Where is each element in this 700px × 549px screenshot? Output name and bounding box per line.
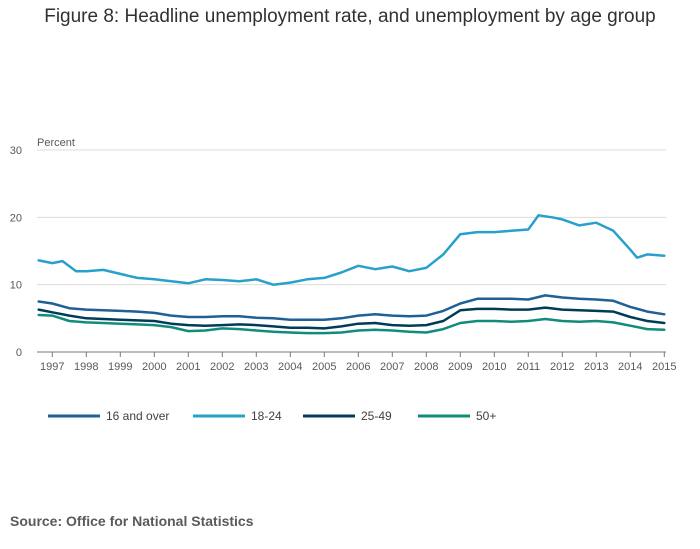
series-line-50-[interactable] [37, 313, 666, 335]
legend-label: 16 and over [106, 409, 169, 423]
x-tick-label: 2012 [550, 361, 574, 373]
x-tick-label: 2009 [448, 361, 472, 373]
x-tick-label: 2007 [380, 361, 404, 373]
legend-item[interactable]: 50+ [418, 409, 496, 423]
x-tick-label: 2014 [618, 361, 642, 373]
series-line-16-and-over[interactable] [37, 294, 666, 321]
x-tick-label: 2003 [244, 361, 268, 373]
legend-item[interactable]: 18-24 [193, 409, 282, 423]
x-tick-label: 1998 [74, 361, 98, 373]
legend: 16 and over 18-24 25-49 50+ [48, 409, 496, 423]
x-tick-label: 2013 [584, 361, 608, 373]
legend-item[interactable]: 16 and over [48, 409, 169, 423]
x-tick-label: 2015 [652, 361, 676, 373]
x-tick-label: 2004 [278, 361, 302, 373]
series-line-18-24[interactable] [37, 214, 666, 286]
legend-label: 25-49 [361, 409, 392, 423]
y-tick-label: 30 [10, 145, 22, 157]
y-tick-label: 0 [16, 347, 22, 359]
grid-lines [37, 149, 666, 286]
legend-label: 50+ [476, 409, 496, 423]
y-tick-label: 10 [10, 280, 22, 292]
axes: 0 10 20 30 Percent 1997 1998 1999 2000 2001 2002 20… [10, 137, 677, 373]
x-tick-label: 2001 [176, 361, 200, 373]
x-tick-label: 1999 [108, 361, 132, 373]
series-lines [37, 214, 666, 335]
x-tick-label: 2006 [346, 361, 370, 373]
source-note: Source: Office for National Statistics [10, 513, 254, 529]
chart-title: Figure 8: Headline unemployment rate, an… [44, 6, 656, 27]
y-axis-label: Percent [37, 137, 75, 149]
x-tick-label: 2008 [414, 361, 438, 373]
legend-label: 18-24 [251, 409, 282, 423]
y-tick-label: 20 [10, 212, 22, 224]
series-line-25-49[interactable] [37, 306, 666, 330]
x-tick-label: 1997 [40, 361, 64, 373]
x-tick-label: 2002 [210, 361, 234, 373]
x-tick-label: 2005 [312, 361, 336, 373]
legend-item[interactable]: 25-49 [303, 409, 392, 423]
x-tick-label: 2000 [142, 361, 166, 373]
x-tick-label: 2010 [482, 361, 506, 373]
x-tick-label: 2011 [516, 361, 540, 373]
